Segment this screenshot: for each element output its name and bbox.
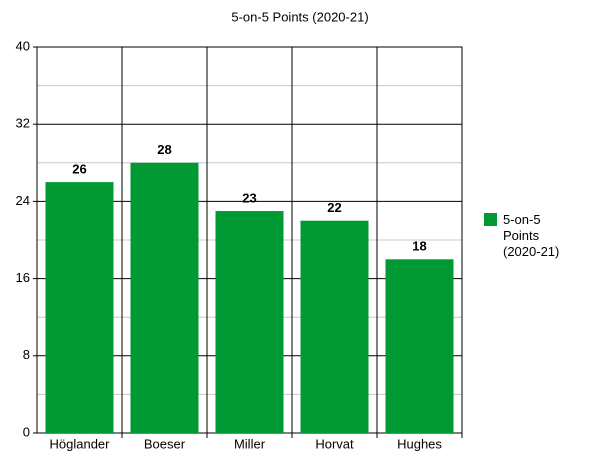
y-tick-label: 8 xyxy=(23,347,30,362)
legend-label: 5-on-5 Points (2020-21) xyxy=(503,212,560,259)
x-tick-label: Höglander xyxy=(50,436,111,451)
value-label: 22 xyxy=(327,200,341,215)
value-label: 23 xyxy=(242,190,256,205)
x-tick-label: Miller xyxy=(234,436,266,451)
bar xyxy=(385,259,454,433)
x-tick-label: Boeser xyxy=(144,436,186,451)
legend-swatch xyxy=(484,213,497,226)
chart-title: 5-on-5 Points (2020-21) xyxy=(231,9,368,24)
x-tick-label: Hughes xyxy=(397,436,442,451)
y-tick-label: 32 xyxy=(16,116,30,131)
bar xyxy=(300,220,369,433)
value-label: 26 xyxy=(72,162,86,177)
value-label: 28 xyxy=(157,142,171,157)
y-tick-label: 16 xyxy=(16,270,30,285)
bar xyxy=(45,182,114,433)
legend: 5-on-5 Points (2020-21) xyxy=(484,212,575,260)
bar xyxy=(130,162,199,434)
bar xyxy=(215,211,284,433)
y-tick-label: 0 xyxy=(23,424,30,439)
value-label: 18 xyxy=(412,239,426,254)
y-tick-label: 24 xyxy=(16,193,30,208)
x-tick-label: Horvat xyxy=(315,436,354,451)
y-tick-label: 40 xyxy=(16,38,30,53)
